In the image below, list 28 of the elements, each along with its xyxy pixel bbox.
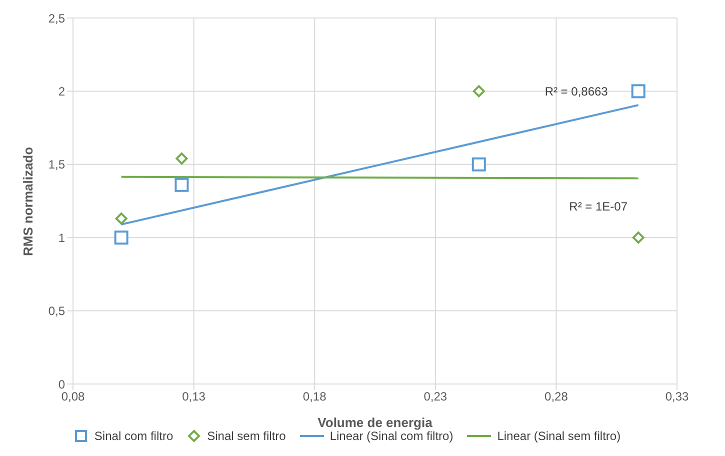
annotation: R² = 1E-07 <box>569 200 628 214</box>
x-tick-label: 0,08 <box>61 390 85 404</box>
annotation: R² = 0,8663 <box>544 84 608 98</box>
y-tick-label: 0,5 <box>48 304 66 318</box>
point <box>472 157 486 172</box>
y-tick-label: 1 <box>58 230 66 245</box>
x-tick-label: 0,33 <box>665 390 689 404</box>
x-tick-label: 0,13 <box>182 390 206 404</box>
x-tick-label: 0,28 <box>544 390 568 404</box>
x-axis-title: Volume de energia <box>318 415 434 430</box>
point <box>114 230 128 245</box>
point <box>632 232 644 244</box>
y-tick-label: 2,5 <box>48 11 66 26</box>
point <box>115 212 128 225</box>
legend-label: Linear (Sinal sem filtro) <box>497 429 621 443</box>
point <box>176 152 188 165</box>
legend-label: Sinal com filtro <box>94 429 174 443</box>
legend-label: Linear (Sinal com filtro) <box>330 429 454 443</box>
legend-label: Sinal sem filtro <box>207 429 286 443</box>
point <box>472 85 485 98</box>
point <box>174 178 189 192</box>
point <box>631 84 646 98</box>
y-tick-label: 2 <box>58 84 66 98</box>
y-tick-label: 1,5 <box>48 158 66 172</box>
y-axis-title: RMS normalizado <box>20 146 36 256</box>
x-tick-label: 0,18 <box>302 390 327 404</box>
x-tick-label: 0,23 <box>424 390 448 404</box>
y-tick-label: 0 <box>58 377 66 392</box>
